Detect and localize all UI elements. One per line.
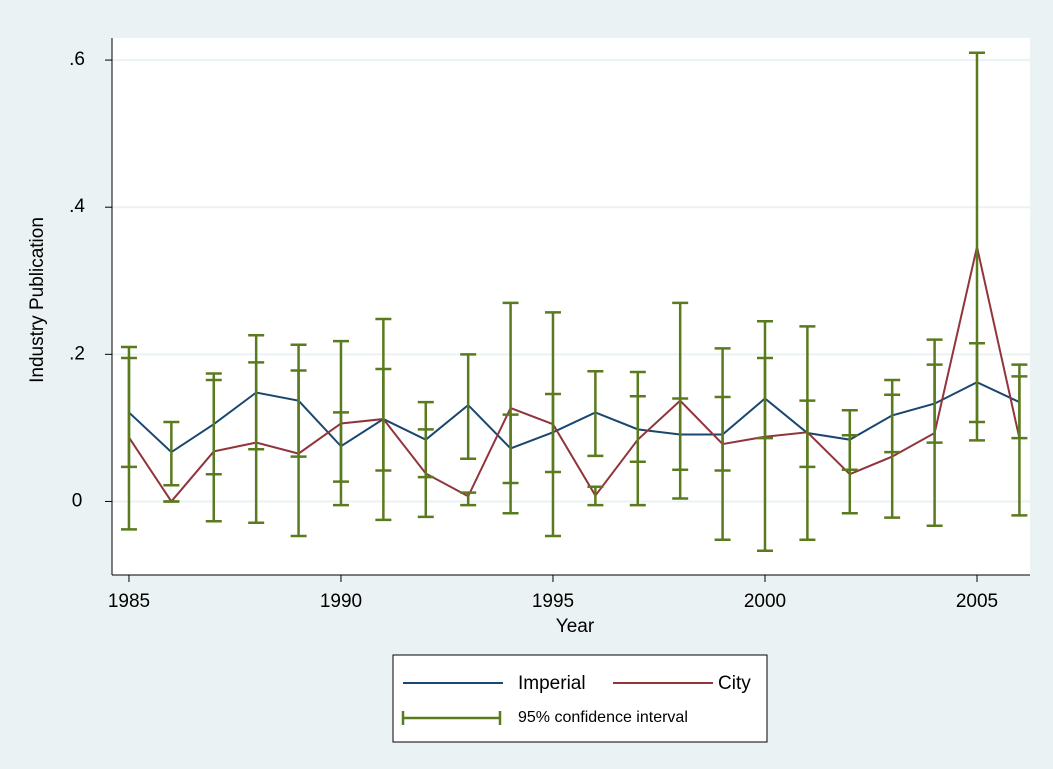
error-bar xyxy=(672,301,689,500)
x-tick-label: 1990 xyxy=(320,591,362,612)
y-tick-label: .2 xyxy=(69,343,85,364)
legend-label: 95% confidence interval xyxy=(518,709,688,726)
error-bar xyxy=(841,433,858,515)
error-bar xyxy=(756,319,773,552)
series-line xyxy=(128,246,1021,504)
y-tick-label: .6 xyxy=(69,49,85,70)
error-bar xyxy=(502,301,519,515)
y-axis-label: Industry Publication xyxy=(27,217,48,383)
error-bar xyxy=(332,339,349,507)
error-bar xyxy=(714,347,731,541)
error-bar xyxy=(205,372,222,523)
error-bar xyxy=(375,317,392,522)
x-tick-label: 1985 xyxy=(108,591,150,612)
legend-label: Imperial xyxy=(518,673,586,694)
legend xyxy=(392,654,768,743)
x-tick-label: 1995 xyxy=(532,591,574,612)
error-bar xyxy=(587,485,604,507)
y-tick-label: 0 xyxy=(72,490,83,511)
error-bar xyxy=(460,353,477,461)
x-axis-label: Year xyxy=(556,616,595,637)
x-tick-label: 2000 xyxy=(744,591,786,612)
error-bar xyxy=(120,345,137,531)
legend-swatch xyxy=(401,711,502,725)
error-bar xyxy=(799,325,816,541)
error-bar xyxy=(884,393,901,519)
error-bar xyxy=(290,369,307,538)
legend-label: City xyxy=(718,673,751,694)
x-tick-label: 2005 xyxy=(956,591,998,612)
error-bar xyxy=(163,420,180,487)
y-tick-label: .4 xyxy=(69,196,85,217)
error-bar xyxy=(926,338,943,527)
error-bar xyxy=(544,311,561,538)
error-bar xyxy=(248,361,265,525)
error-bar xyxy=(417,428,434,519)
error-bar xyxy=(460,491,477,507)
plot-area xyxy=(112,38,1030,575)
error-bar xyxy=(629,370,646,507)
error-bar xyxy=(968,51,985,442)
series-line xyxy=(128,381,1020,454)
error-bar xyxy=(1011,375,1028,517)
error-bar xyxy=(587,369,604,458)
